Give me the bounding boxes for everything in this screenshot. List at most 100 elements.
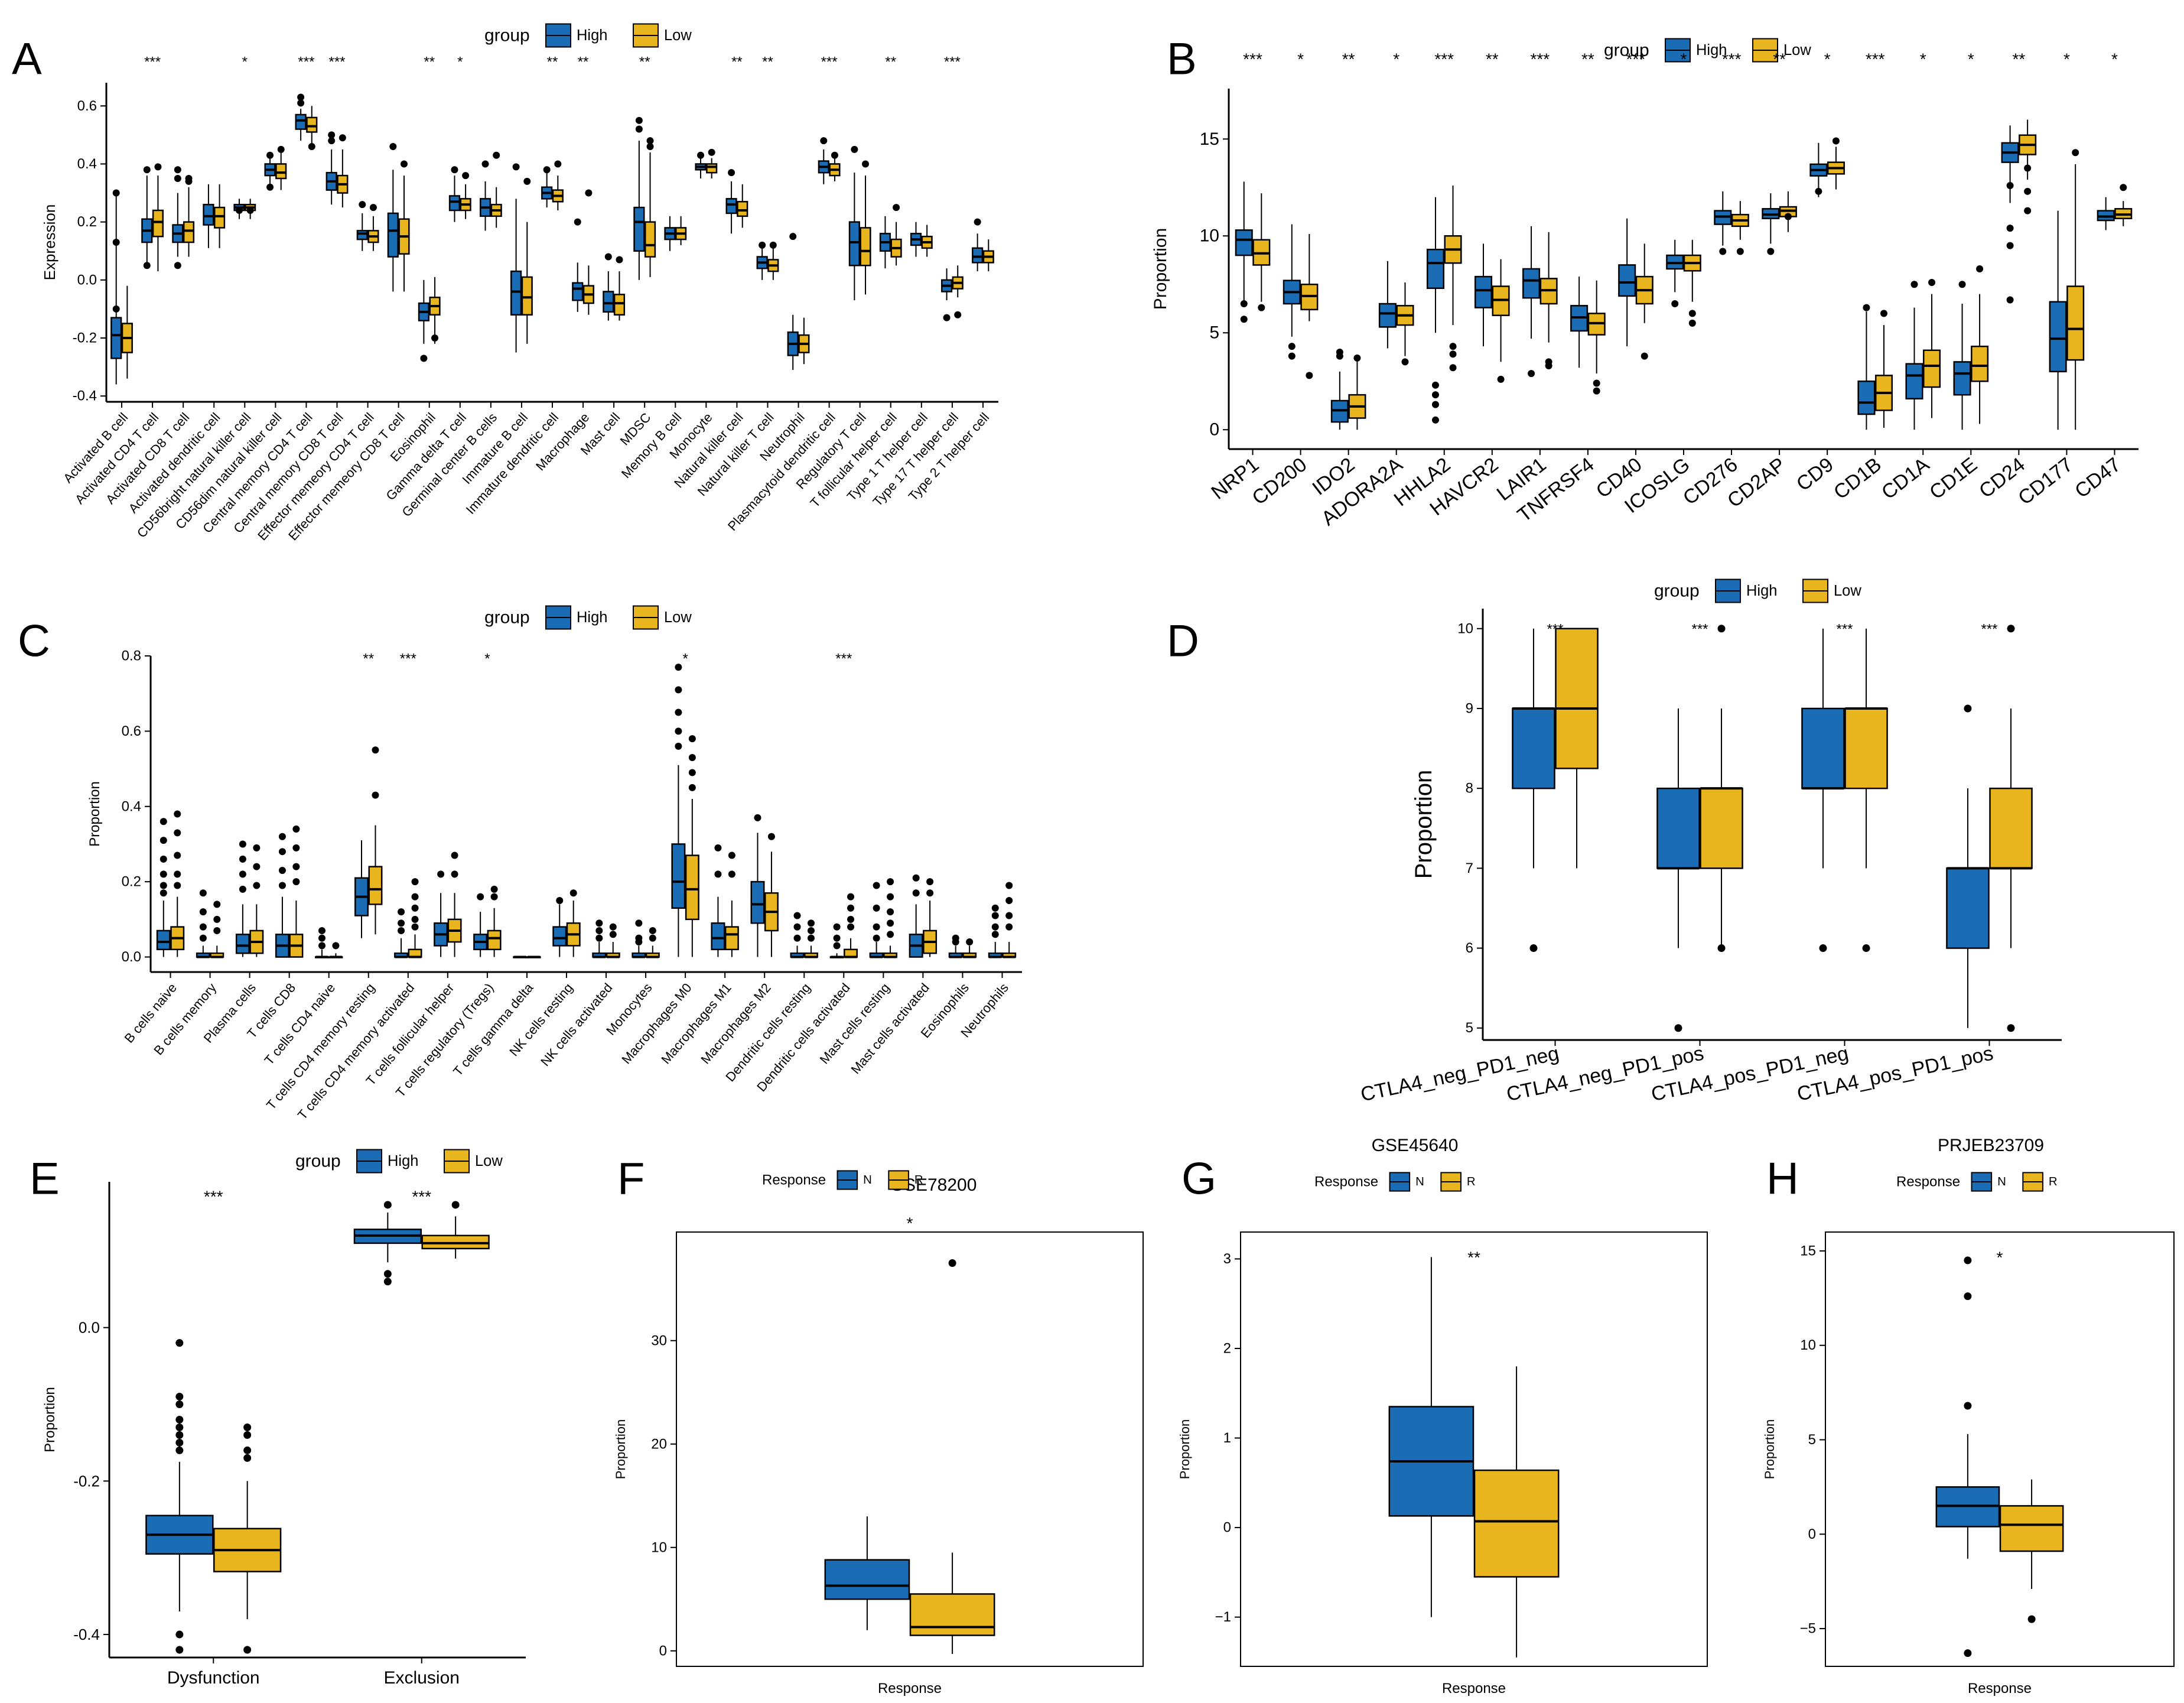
outlier-point <box>411 893 419 901</box>
box-body <box>671 843 686 909</box>
significance-label: ** <box>885 54 896 70</box>
outlier-point <box>2006 181 2014 189</box>
box-body <box>156 930 171 951</box>
outlier-point <box>112 305 120 313</box>
significance-label: *** <box>1836 622 1853 638</box>
outlier-point <box>604 253 612 261</box>
category-group: CTLA4_neg_PD1_neg*** <box>1359 622 1599 1106</box>
box-low <box>706 148 718 178</box>
category-group: CTLA4_neg_PD1_pos*** <box>1505 622 1743 1106</box>
outlier-point <box>383 1270 392 1278</box>
outlier-point <box>213 927 221 934</box>
box-body <box>972 247 984 264</box>
outlier-point <box>635 116 643 124</box>
box-body <box>1700 787 1743 869</box>
box-low <box>1874 310 1893 428</box>
legend-title: group <box>484 26 530 46</box>
outlier-point <box>646 143 654 150</box>
significance-label: ** <box>1581 50 1594 69</box>
significance-label: * <box>682 651 688 667</box>
box-low <box>398 160 410 292</box>
x-axis-label: Response <box>1442 1681 1506 1696</box>
category-group: CD276*** <box>1679 50 1749 509</box>
legend-title: group <box>484 608 530 628</box>
outlier-point <box>769 241 777 249</box>
legend-key-r: R <box>888 1170 923 1190</box>
box-low <box>337 134 349 208</box>
box-low <box>1683 239 1701 327</box>
box-high <box>510 163 522 353</box>
significance-label: ** <box>731 54 743 70</box>
box-high <box>1809 142 1828 197</box>
outlier-point <box>175 1446 184 1454</box>
outlier-point <box>199 889 207 897</box>
outlier-point <box>160 855 167 863</box>
y-tick-label: 3 <box>1223 1251 1231 1267</box>
outlier-point <box>185 177 193 185</box>
box-body <box>235 934 250 954</box>
box-low <box>923 878 938 957</box>
box-low <box>152 163 164 272</box>
box-high <box>1235 181 1253 323</box>
significance-label: *** <box>1547 622 1563 638</box>
box-low <box>121 285 133 379</box>
box-low <box>289 825 304 958</box>
legend-title: Response <box>1314 1174 1378 1190</box>
outlier-point <box>1819 944 1827 953</box>
legend-key-high: High <box>545 23 607 48</box>
box-high <box>592 919 607 958</box>
outlier-point <box>253 844 261 852</box>
significance-label: * <box>1997 1249 2003 1267</box>
y-tick-label: 0.2 <box>122 874 141 890</box>
outlier-point <box>112 239 120 246</box>
outlier-point <box>462 172 470 180</box>
outlier-point <box>954 311 962 318</box>
box-low <box>644 137 656 277</box>
box-body <box>1512 707 1555 789</box>
box-low <box>1989 625 2033 1032</box>
box-high <box>756 241 768 280</box>
box-low <box>213 1423 282 1654</box>
box-low <box>767 241 779 280</box>
outlier-point <box>174 882 181 889</box>
y-axis-label: Proportion <box>1177 1419 1192 1480</box>
legend-key-low: Low <box>1752 38 1811 63</box>
outlier-point <box>332 942 340 950</box>
outlier-point <box>174 262 181 269</box>
outlier-point <box>297 93 305 101</box>
box-n <box>824 1516 910 1630</box>
significance-label: *** <box>1243 50 1262 69</box>
box-high <box>1905 281 1923 430</box>
outlier-point <box>1528 370 1535 378</box>
outlier-point <box>767 833 775 840</box>
y-tick-label: 6 <box>1466 940 1473 956</box>
legend-key-low: Low <box>633 23 692 48</box>
outlier-point <box>451 852 458 859</box>
category-group: Plasma cells <box>201 840 264 1046</box>
significance-label: * <box>907 1214 913 1233</box>
legend-key-low: Low <box>444 1149 503 1174</box>
outlier-point <box>493 151 500 159</box>
box-high <box>295 93 307 141</box>
box-body <box>1473 1469 1560 1578</box>
outlier-point <box>807 934 815 942</box>
outlier-point <box>1240 300 1248 308</box>
outlier-point <box>675 727 682 735</box>
outlier-point <box>398 927 405 934</box>
box-high <box>750 814 765 957</box>
y-tick-label: 0.4 <box>122 798 141 814</box>
outlier-point <box>991 923 999 931</box>
legend-label: High <box>388 1153 418 1169</box>
outlier-point <box>239 870 246 878</box>
legend: Response N R <box>1896 1172 2058 1192</box>
outlier-point <box>974 218 981 226</box>
outlier-point <box>543 166 551 174</box>
box-body <box>1989 787 2033 869</box>
category-group: Macrophage** <box>533 54 594 473</box>
significance-label: *** <box>1434 50 1454 69</box>
y-tick-label: 8 <box>1466 781 1473 797</box>
box-high <box>711 844 725 957</box>
box-n <box>1935 1256 2000 1658</box>
y-tick-label: 10 <box>1800 1337 1816 1353</box>
